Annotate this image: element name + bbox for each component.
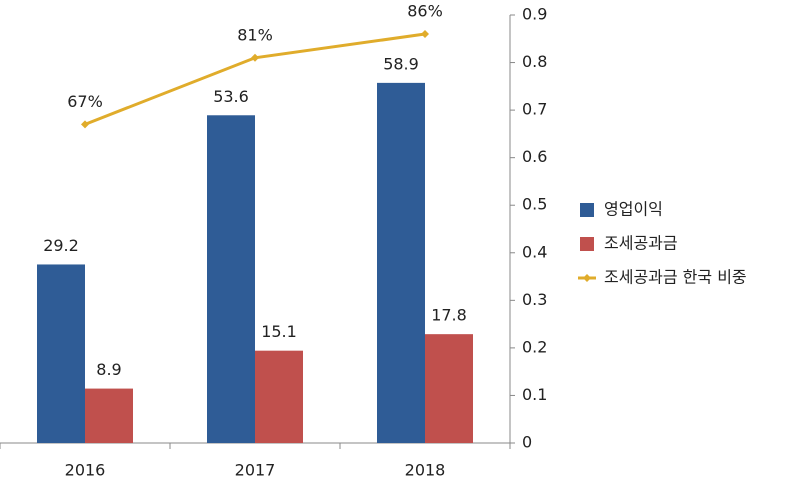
data-label: 17.8 <box>431 306 467 325</box>
x-tick-label: 2018 <box>405 461 446 480</box>
y2-tick-label: 0.5 <box>522 195 547 214</box>
legend-label: 조세공과금 한국 비중 <box>604 268 747 287</box>
data-label: 53.6 <box>213 87 249 106</box>
bar <box>37 264 85 443</box>
bar <box>377 82 425 444</box>
legend-swatch <box>580 237 594 251</box>
legend-label: 조세공과금 <box>604 234 678 253</box>
bar <box>85 388 133 443</box>
y2-tick-label: 0.1 <box>522 385 547 404</box>
data-label: 8.9 <box>96 360 121 379</box>
legend-swatch <box>583 274 591 282</box>
line-marker <box>421 30 429 39</box>
data-label: 15.1 <box>261 322 297 341</box>
data-label: 81% <box>237 25 273 44</box>
line-marker <box>251 53 259 62</box>
y2-tick-label: 0.6 <box>522 147 547 166</box>
data-label: 67% <box>67 92 103 111</box>
line-marker <box>81 120 89 129</box>
data-label: 58.9 <box>383 54 419 73</box>
y2-tick-label: 0.2 <box>522 337 547 356</box>
bar <box>255 350 303 443</box>
x-tick-label: 2017 <box>235 461 276 480</box>
legend-label: 영업이익 <box>604 200 663 219</box>
legend-swatch <box>580 203 594 217</box>
y2-tick-label: 0.7 <box>522 100 547 119</box>
line <box>84 32 426 126</box>
y2-tick-label: 0.9 <box>522 5 547 24</box>
data-label: 29.2 <box>43 236 79 255</box>
bar <box>425 334 473 443</box>
data-label: 86% <box>407 2 443 21</box>
x-tick-label: 2016 <box>65 461 106 480</box>
y2-tick-label: 0.3 <box>522 290 547 309</box>
bar <box>207 115 255 443</box>
y2-tick-label: 0.4 <box>522 242 547 261</box>
y2-tick-label: 0 <box>522 433 532 452</box>
y2-tick-label: 0.8 <box>522 52 547 71</box>
